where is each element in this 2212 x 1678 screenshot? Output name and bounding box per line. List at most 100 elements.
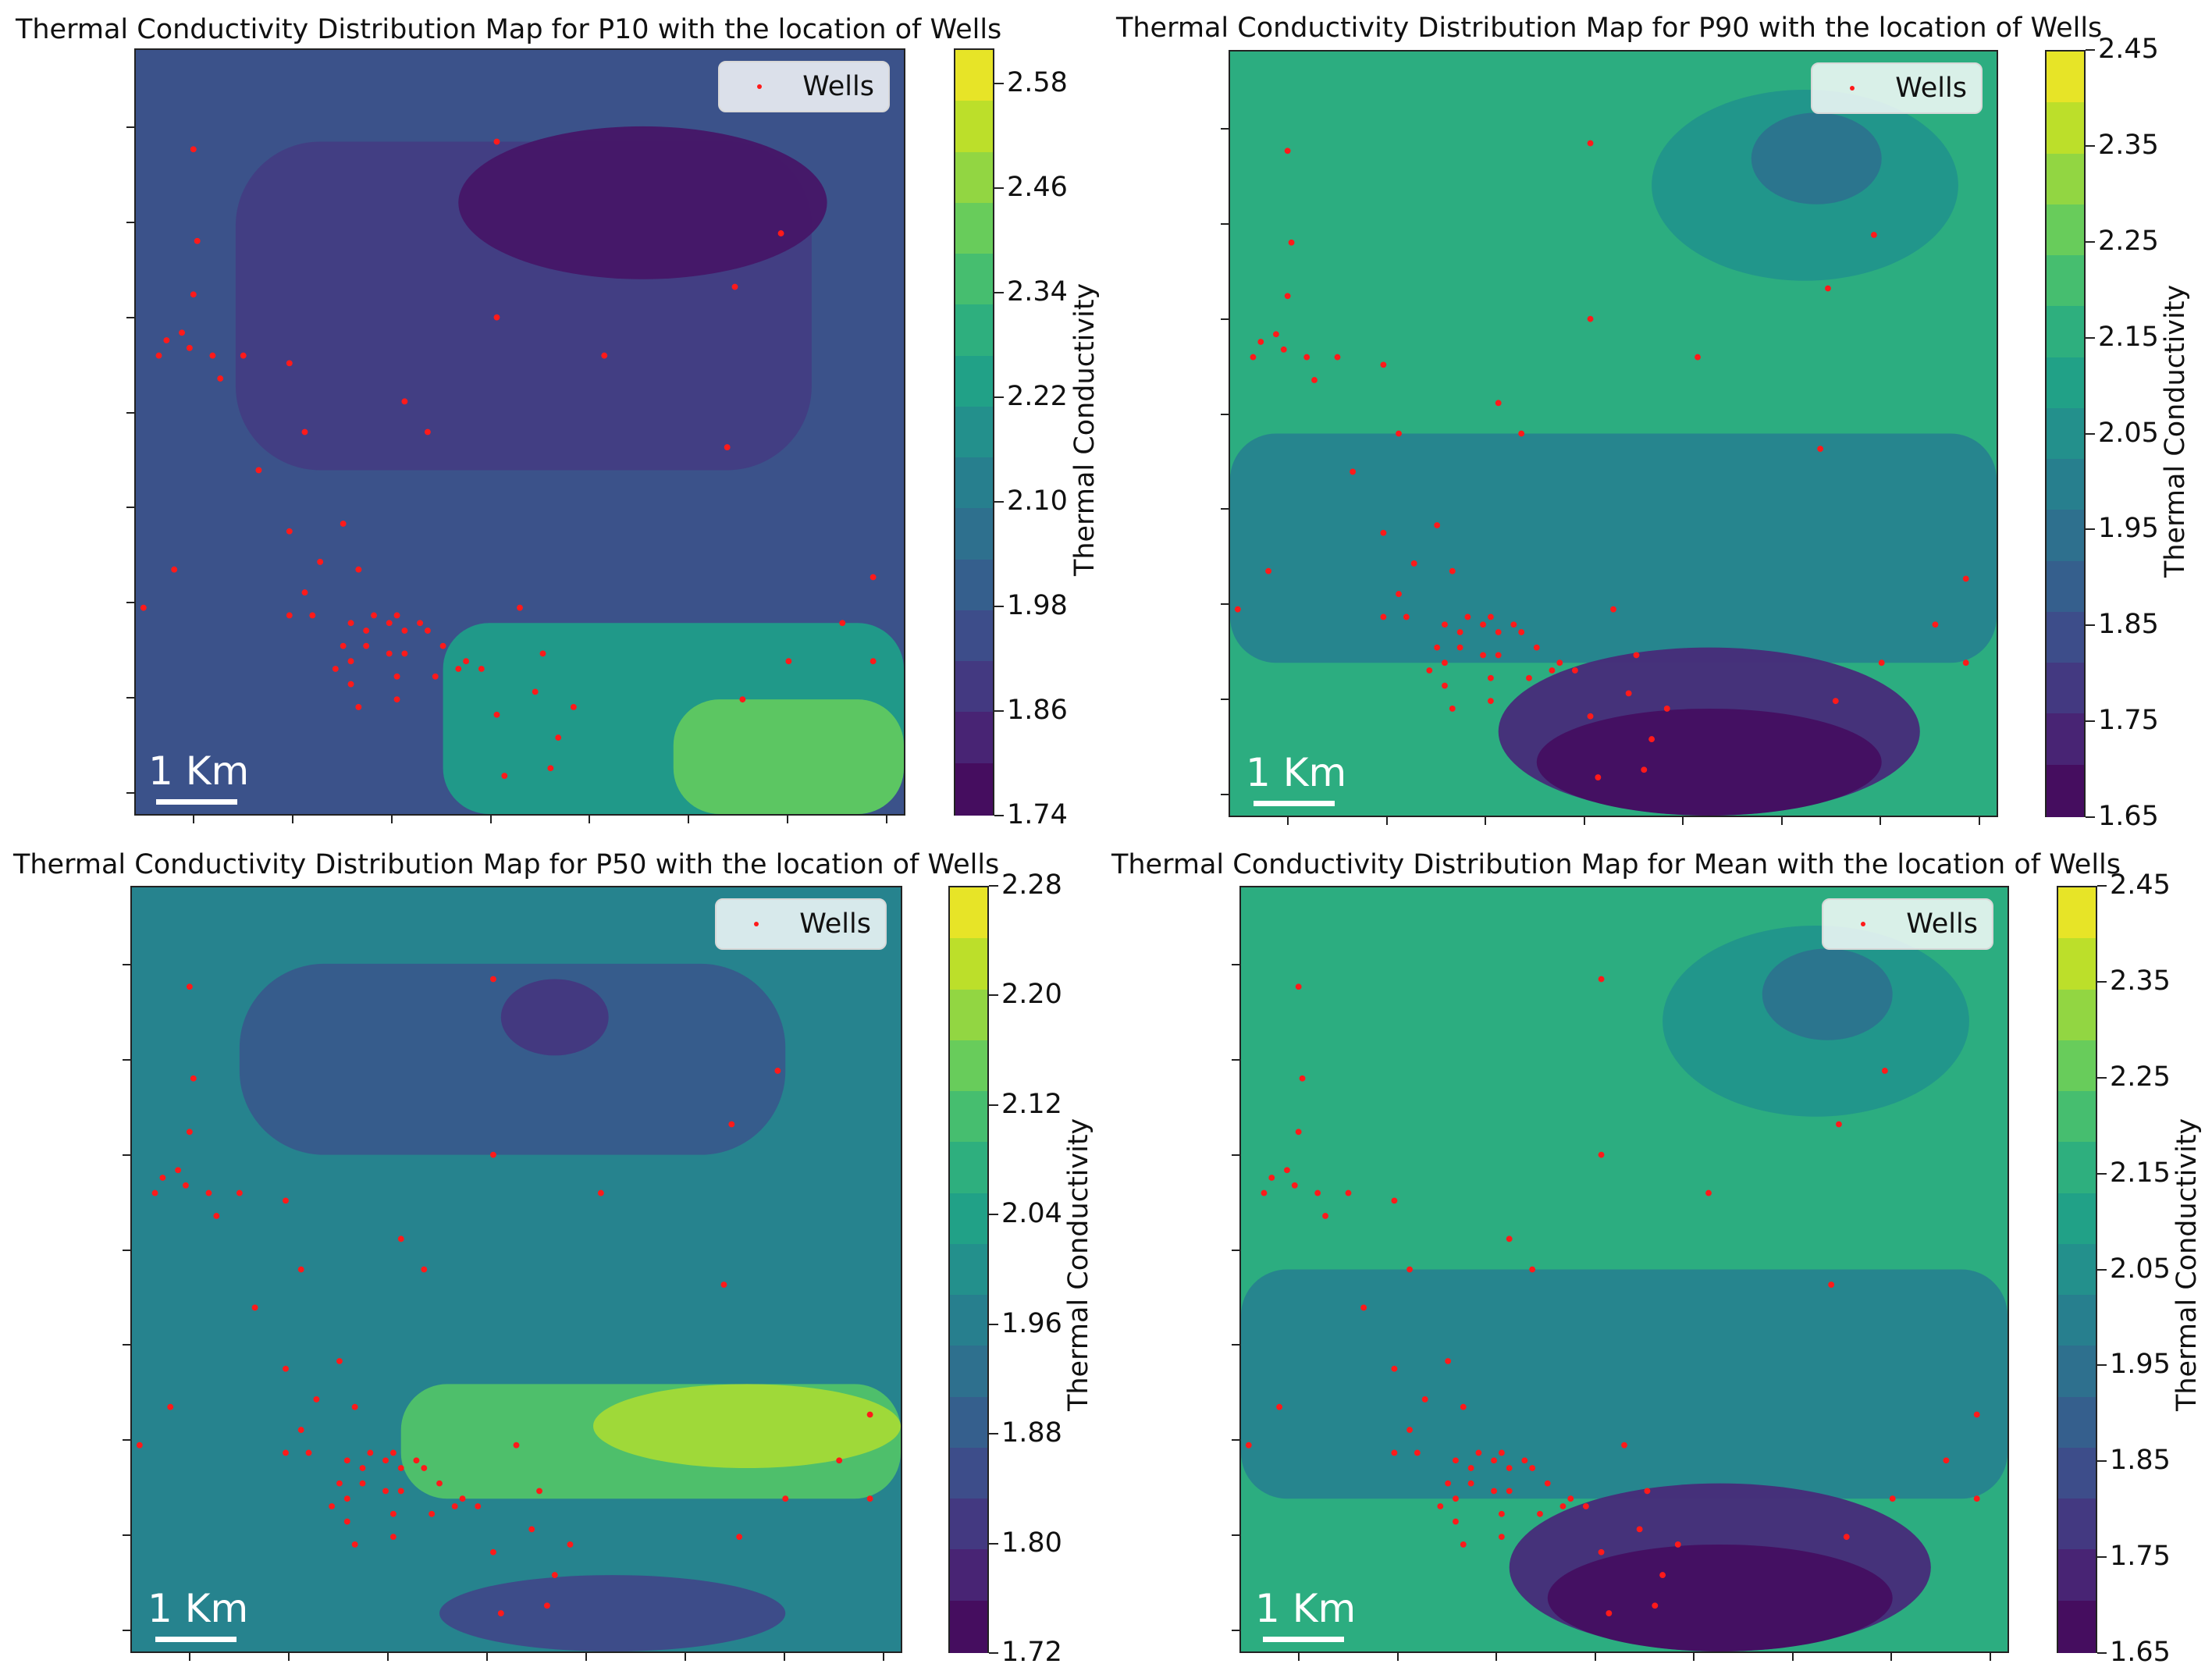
colorbar [2045, 50, 2086, 817]
well-point [455, 666, 462, 672]
well-point [432, 673, 439, 680]
colorbar-band [955, 508, 993, 561]
colorbar-tick [994, 396, 1004, 398]
well-point [551, 1572, 558, 1579]
contour-region-2 [1241, 1269, 2008, 1499]
well-point [424, 627, 431, 634]
x-axis-tick [1990, 1653, 1991, 1661]
well-point [343, 1457, 350, 1464]
legend-label: Wells [802, 71, 874, 102]
well-point [1442, 621, 1448, 628]
colorbar-band [955, 457, 993, 510]
well-point [1529, 1266, 1536, 1273]
well-point [140, 604, 147, 611]
well-point [393, 696, 400, 703]
colorbar-band [2047, 102, 2084, 155]
colorbar-band [2047, 560, 2084, 613]
well-point [493, 314, 500, 321]
well-point [1360, 1304, 1367, 1311]
well-point [1498, 1510, 1505, 1517]
well-point [305, 1449, 312, 1456]
panel-p50: Thermal Conductivity Distribution Map fo… [0, 839, 1106, 1678]
well-point [340, 521, 347, 527]
well-point [1962, 659, 1969, 667]
well-point [1453, 1495, 1459, 1502]
legend-label: Wells [799, 908, 871, 940]
well-point [240, 352, 247, 359]
colorbar-tick [989, 994, 998, 997]
y-axis-tick [126, 221, 134, 223]
well-point [1487, 698, 1494, 705]
colorbar-tick-label: 1.74 [1007, 799, 1068, 830]
well-point [720, 1282, 727, 1288]
colorbar-band [2058, 887, 2096, 940]
x-axis-tick [589, 816, 591, 823]
well-point [1571, 667, 1578, 674]
well-point [1460, 1403, 1467, 1410]
colorbar-tick-label: 2.15 [2110, 1157, 2171, 1189]
colorbar-tick [2097, 1172, 2107, 1175]
colorbar-tick-label: 2.34 [1007, 276, 1068, 308]
wells-legend: Wells [1822, 898, 1993, 950]
contour-region-3 [593, 1384, 901, 1469]
well-point [870, 574, 877, 581]
well-point [159, 1175, 166, 1181]
well-point [1610, 606, 1616, 613]
well-point [1495, 400, 1502, 407]
well-point [1625, 690, 1632, 697]
colorbar-label: Thermal Conductivity [1063, 1118, 1094, 1411]
y-axis-tick [123, 1154, 130, 1156]
well-point [424, 428, 431, 435]
well-point [386, 650, 393, 657]
y-axis-tick [1221, 128, 1229, 130]
colorbar-band [2058, 1142, 2096, 1195]
colorbar-tick-label: 2.25 [2110, 1061, 2171, 1093]
well-point [490, 1151, 496, 1158]
well-point [389, 1510, 397, 1517]
colorbar-tick [989, 885, 998, 887]
scale-bar: 1 Km [148, 1586, 249, 1642]
well-point [1464, 613, 1471, 620]
y-axis-tick [126, 697, 134, 699]
well-point [1498, 1449, 1505, 1456]
colorbar-band [2058, 1549, 2096, 1602]
well-point [1284, 148, 1291, 155]
well-point [1598, 1151, 1605, 1158]
x-axis-tick [1583, 817, 1585, 825]
scale-label: 1 Km [148, 1586, 249, 1631]
colorbar-band [955, 406, 993, 460]
colorbar-tick [989, 1323, 998, 1325]
colorbar-tick-label: 1.75 [2098, 705, 2159, 737]
y-axis-tick [1232, 1534, 1239, 1537]
well-point [785, 658, 792, 665]
contour-region-1 [500, 979, 609, 1056]
x-axis-tick [486, 1653, 488, 1661]
y-axis-tick [126, 411, 134, 414]
well-point [393, 673, 400, 680]
x-axis-tick [1385, 817, 1388, 825]
colorbar-tick [994, 291, 1004, 293]
well-point [1549, 667, 1556, 674]
y-axis-tick [123, 1058, 130, 1061]
well-point [728, 1121, 735, 1128]
y-axis-tick [1221, 318, 1229, 320]
colorbar-band [950, 1193, 987, 1246]
well-point [1943, 1457, 1950, 1464]
x-axis-tick [1287, 817, 1289, 825]
well-point [1303, 354, 1310, 361]
y-axis-tick [1221, 413, 1229, 415]
colorbar-band [2047, 255, 2084, 308]
contour-region-1 [458, 126, 827, 279]
colorbar-tick [989, 1104, 998, 1106]
well-point [1495, 629, 1502, 635]
well-point [421, 1266, 428, 1273]
colorbar-tick-label: 1.98 [1007, 589, 1068, 621]
well-point [1487, 674, 1494, 681]
well-point [1595, 774, 1602, 780]
well-point [355, 566, 362, 573]
well-point [1391, 1197, 1398, 1204]
scale-bar: 1 Km [1255, 1586, 1356, 1642]
scale-bar: 1 Km [1246, 750, 1346, 806]
well-point [1421, 1396, 1428, 1402]
y-axis-tick [1221, 222, 1229, 225]
